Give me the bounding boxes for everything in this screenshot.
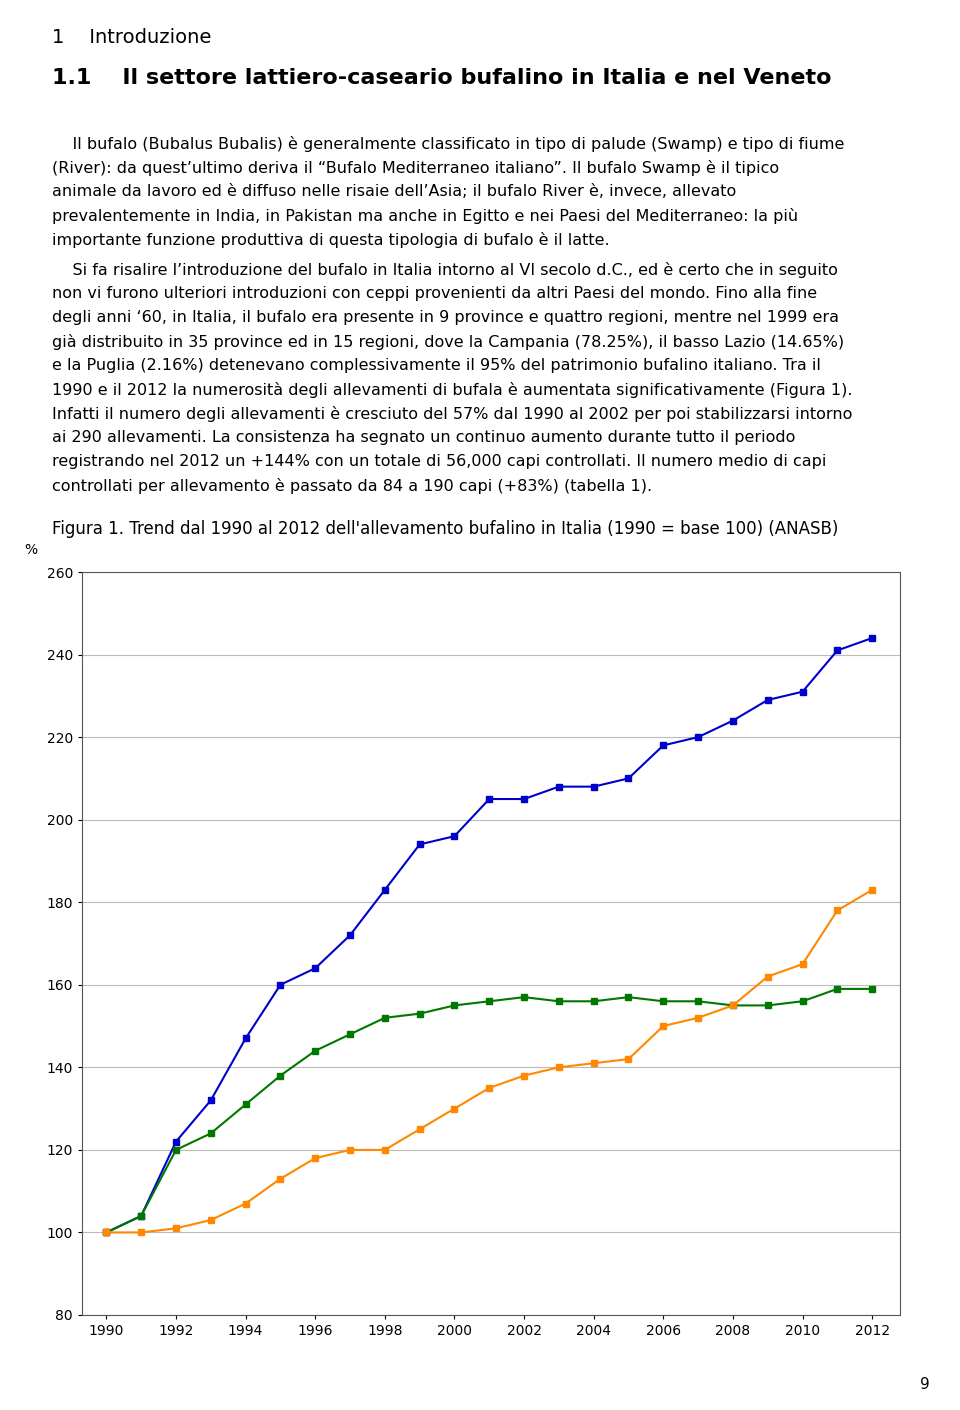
CAPI CONTROLLATI bbox=[623, 770, 635, 787]
Text: 1.1    Il settore lattiero-caseario bufalino in Italia e nel Veneto: 1.1 Il settore lattiero-caseario bufalin… bbox=[52, 68, 831, 87]
CAPI CONTROLLATI bbox=[309, 960, 321, 977]
Text: e la Puglia (2.16%) detenevano complessivamente il 95% del patrimonio bufalino i: e la Puglia (2.16%) detenevano complessi… bbox=[52, 358, 821, 374]
ALLEVAMENTI bbox=[448, 997, 460, 1014]
Text: registrando nel 2012 un +144% con un totale di 56,000 capi controllati. Il numer: registrando nel 2012 un +144% con un tot… bbox=[52, 454, 827, 470]
Text: prevalentemente in India, in Pakistan ma anche in Egitto e nei Paesi del Mediter: prevalentemente in India, in Pakistan ma… bbox=[52, 209, 798, 224]
Text: non vi furono ulteriori introduzioni con ceppi provenienti da altri Paesi del mo: non vi furono ulteriori introduzioni con… bbox=[52, 286, 817, 300]
ALLEVAMENTI bbox=[866, 980, 877, 997]
CAPI PER ALLEVAMENTO bbox=[762, 969, 774, 986]
CAPI CONTROLLATI bbox=[762, 691, 774, 708]
CAPI CONTROLLATI bbox=[205, 1091, 217, 1108]
CAPI PER ALLEVAMENTO bbox=[553, 1059, 564, 1076]
Text: (River): da quest’ultimo deriva il “Bufalo Mediterraneo italiano”. Il bufalo Swa: (River): da quest’ultimo deriva il “Bufa… bbox=[52, 159, 780, 176]
CAPI CONTROLLATI bbox=[414, 836, 425, 853]
Text: %: % bbox=[25, 543, 37, 557]
ALLEVAMENTI bbox=[623, 988, 635, 1005]
CAPI CONTROLLATI bbox=[866, 630, 877, 647]
Text: Il bufalo (Bubalus Bubalis) è generalmente classificato in tipo di palude (Swamp: Il bufalo (Bubalus Bubalis) è generalmen… bbox=[52, 135, 845, 152]
ALLEVAMENTI bbox=[797, 993, 808, 1010]
CAPI PER ALLEVAMENTO bbox=[727, 997, 738, 1014]
ALLEVAMENTI bbox=[484, 993, 495, 1010]
CAPI PER ALLEVAMENTO bbox=[135, 1224, 147, 1241]
CAPI PER ALLEVAMENTO bbox=[448, 1100, 460, 1117]
CAPI CONTROLLATI bbox=[135, 1207, 147, 1224]
ALLEVAMENTI bbox=[588, 993, 599, 1010]
ALLEVAMENTI bbox=[831, 980, 843, 997]
CAPI PER ALLEVAMENTO bbox=[379, 1142, 391, 1159]
CAPI CONTROLLATI bbox=[553, 778, 564, 795]
CAPI PER ALLEVAMENTO bbox=[240, 1196, 252, 1213]
Text: 1990 e il 2012 la numerosità degli allevamenti di bufala è aumentata significati: 1990 e il 2012 la numerosità degli allev… bbox=[52, 382, 852, 398]
ALLEVAMENTI bbox=[135, 1207, 147, 1224]
CAPI PER ALLEVAMENTO bbox=[170, 1220, 181, 1237]
CAPI CONTROLLATI bbox=[658, 737, 669, 754]
Text: controllati per allevamento è passato da 84 a 190 capi (+83%) (tabella 1).: controllati per allevamento è passato da… bbox=[52, 478, 652, 493]
Line: ALLEVAMENTI: ALLEVAMENTI bbox=[103, 986, 876, 1237]
ALLEVAMENTI bbox=[658, 993, 669, 1010]
Text: già distribuito in 35 province ed in 15 regioni, dove la Campania (78.25%), il b: già distribuito in 35 province ed in 15 … bbox=[52, 334, 844, 350]
Text: Figura 1. Trend dal 1990 al 2012 dell'allevamento bufalino in Italia (1990 = bas: Figura 1. Trend dal 1990 al 2012 dell'al… bbox=[52, 520, 838, 539]
CAPI PER ALLEVAMENTO bbox=[484, 1080, 495, 1097]
ALLEVAMENTI bbox=[101, 1224, 112, 1241]
Text: 9: 9 bbox=[921, 1378, 930, 1392]
CAPI CONTROLLATI bbox=[831, 642, 843, 658]
CAPI PER ALLEVAMENTO bbox=[309, 1149, 321, 1166]
CAPI CONTROLLATI bbox=[379, 881, 391, 898]
CAPI CONTROLLATI bbox=[345, 926, 356, 943]
CAPI CONTROLLATI bbox=[518, 791, 530, 808]
CAPI CONTROLLATI bbox=[448, 828, 460, 845]
CAPI PER ALLEVAMENTO bbox=[414, 1121, 425, 1138]
ALLEVAMENTI bbox=[379, 1010, 391, 1026]
CAPI PER ALLEVAMENTO bbox=[797, 956, 808, 973]
ALLEVAMENTI bbox=[762, 997, 774, 1014]
ALLEVAMENTI bbox=[518, 988, 530, 1005]
CAPI PER ALLEVAMENTO bbox=[692, 1010, 704, 1026]
CAPI PER ALLEVAMENTO bbox=[518, 1067, 530, 1084]
ALLEVAMENTI bbox=[205, 1125, 217, 1142]
ALLEVAMENTI bbox=[240, 1096, 252, 1112]
CAPI CONTROLLATI bbox=[797, 684, 808, 701]
CAPI CONTROLLATI bbox=[275, 976, 286, 993]
CAPI CONTROLLATI bbox=[240, 1029, 252, 1046]
CAPI PER ALLEVAMENTO bbox=[588, 1055, 599, 1072]
ALLEVAMENTI bbox=[414, 1005, 425, 1022]
Text: importante funzione produttiva di questa tipologia di bufalo è il latte.: importante funzione produttiva di questa… bbox=[52, 233, 610, 248]
Text: Infatti il numero degli allevamenti è cresciuto del 57% dal 1990 al 2002 per poi: Infatti il numero degli allevamenti è cr… bbox=[52, 406, 852, 422]
CAPI PER ALLEVAMENTO bbox=[101, 1224, 112, 1241]
ALLEVAMENTI bbox=[345, 1026, 356, 1043]
CAPI PER ALLEVAMENTO bbox=[623, 1050, 635, 1067]
Text: 1    Introduzione: 1 Introduzione bbox=[52, 28, 211, 47]
CAPI CONTROLLATI bbox=[484, 791, 495, 808]
CAPI CONTROLLATI bbox=[101, 1224, 112, 1241]
ALLEVAMENTI bbox=[309, 1042, 321, 1059]
Text: degli anni ‘60, in Italia, il bufalo era presente in 9 province e quattro region: degli anni ‘60, in Italia, il bufalo era… bbox=[52, 310, 839, 324]
CAPI PER ALLEVAMENTO bbox=[866, 881, 877, 898]
Line: CAPI PER ALLEVAMENTO: CAPI PER ALLEVAMENTO bbox=[103, 887, 876, 1237]
CAPI PER ALLEVAMENTO bbox=[345, 1142, 356, 1159]
CAPI CONTROLLATI bbox=[170, 1134, 181, 1151]
CAPI PER ALLEVAMENTO bbox=[275, 1170, 286, 1187]
CAPI CONTROLLATI bbox=[727, 712, 738, 729]
CAPI PER ALLEVAMENTO bbox=[205, 1211, 217, 1228]
ALLEVAMENTI bbox=[275, 1067, 286, 1084]
ALLEVAMENTI bbox=[170, 1142, 181, 1159]
Line: CAPI CONTROLLATI: CAPI CONTROLLATI bbox=[103, 634, 876, 1237]
Text: ai 290 allevamenti. La consistenza ha segnato un continuo aumento durante tutto : ai 290 allevamenti. La consistenza ha se… bbox=[52, 430, 796, 446]
ALLEVAMENTI bbox=[553, 993, 564, 1010]
Text: animale da lavoro ed è diffuso nelle risaie dell’Asia; il bufalo River è, invece: animale da lavoro ed è diffuso nelle ris… bbox=[52, 183, 736, 199]
Text: Si fa risalire l’introduzione del bufalo in Italia intorno al VI secolo d.C., ed: Si fa risalire l’introduzione del bufalo… bbox=[52, 262, 838, 278]
CAPI CONTROLLATI bbox=[692, 729, 704, 746]
CAPI CONTROLLATI bbox=[588, 778, 599, 795]
ALLEVAMENTI bbox=[692, 993, 704, 1010]
CAPI PER ALLEVAMENTO bbox=[831, 902, 843, 919]
ALLEVAMENTI bbox=[727, 997, 738, 1014]
CAPI PER ALLEVAMENTO bbox=[658, 1018, 669, 1035]
